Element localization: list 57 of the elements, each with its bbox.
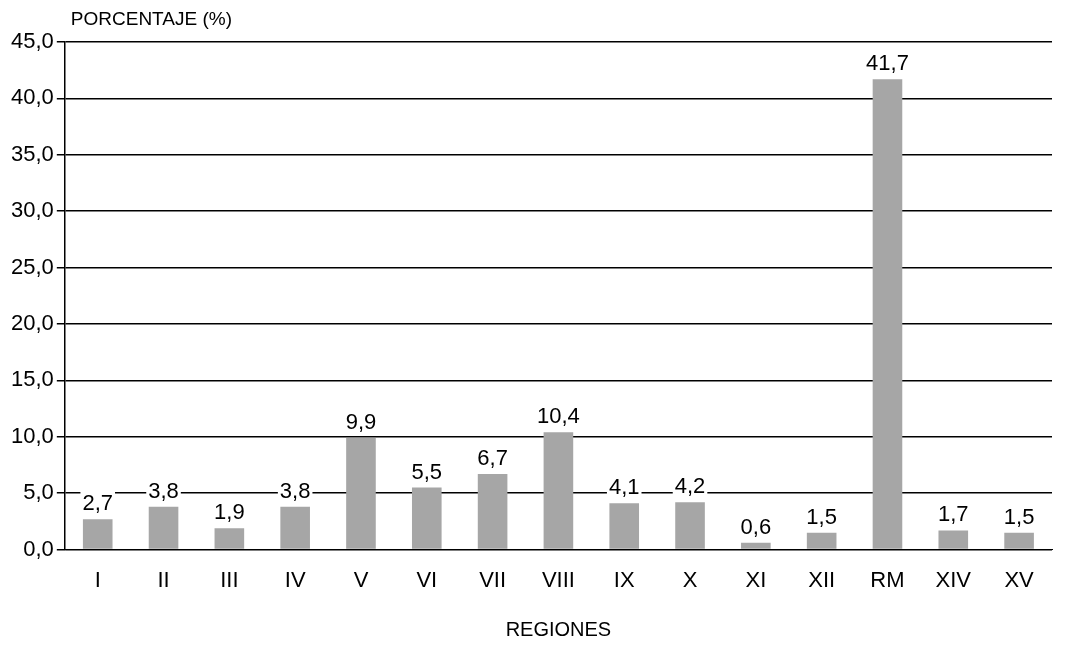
bar bbox=[609, 503, 640, 549]
y-tick-label: 30,0 bbox=[10, 197, 54, 223]
bar bbox=[477, 474, 508, 549]
data-label: 4,1 bbox=[608, 474, 640, 500]
x-tick-label: XI bbox=[745, 566, 767, 592]
data-label: 3,8 bbox=[279, 477, 311, 503]
x-tick-label: XV bbox=[1004, 566, 1035, 592]
data-label: 1,9 bbox=[214, 499, 245, 525]
data-label: 1,5 bbox=[1003, 503, 1035, 529]
x-tick-label: I bbox=[94, 566, 101, 592]
y-tick-label: 25,0 bbox=[10, 253, 54, 279]
x-tick-label: VII bbox=[479, 566, 507, 592]
bar bbox=[741, 542, 771, 549]
data-label: 2,7 bbox=[82, 490, 114, 516]
data-label: 5,5 bbox=[411, 458, 443, 484]
x-tick-label: IV bbox=[284, 566, 306, 592]
x-tick-label: X bbox=[682, 566, 698, 592]
bar bbox=[872, 79, 903, 549]
y-tick-label: 15,0 bbox=[10, 366, 54, 392]
bar bbox=[938, 530, 969, 549]
bar bbox=[82, 519, 113, 549]
x-tick-label: IX bbox=[613, 566, 635, 592]
y-tick-label: 5,0 bbox=[23, 479, 54, 505]
bar bbox=[346, 437, 376, 549]
data-label: 41,7 bbox=[866, 50, 909, 76]
y-tick-label: 20,0 bbox=[10, 310, 54, 336]
y-tick-label: 40,0 bbox=[10, 84, 54, 110]
y-tick-label: 10,0 bbox=[10, 422, 54, 448]
bar bbox=[214, 528, 245, 549]
x-tick-label: II bbox=[157, 566, 170, 592]
data-label: 1,7 bbox=[937, 501, 969, 527]
x-tick-label: V bbox=[353, 566, 369, 592]
x-tick-label: VI bbox=[416, 566, 438, 592]
y-tick-label: 0,0 bbox=[23, 535, 54, 561]
data-label: 1,5 bbox=[806, 503, 837, 529]
data-label: 6,7 bbox=[477, 445, 508, 471]
x-tick-label: VIII bbox=[541, 566, 575, 592]
x-axis-title: REGIONES bbox=[505, 617, 612, 640]
data-label: 9,9 bbox=[345, 408, 377, 434]
x-tick-label: XII bbox=[808, 566, 836, 592]
data-label: 4,2 bbox=[674, 473, 706, 499]
bar bbox=[543, 432, 574, 549]
x-tick-label: III bbox=[220, 566, 239, 592]
y-tick-label: 35,0 bbox=[10, 140, 54, 166]
x-tick-label: XIV bbox=[935, 566, 972, 592]
x-tick-label: RM bbox=[870, 566, 905, 592]
y-axis-title: PORCENTAJE (%) bbox=[70, 7, 232, 29]
bar bbox=[1004, 532, 1034, 549]
y-tick-label: 45,0 bbox=[10, 28, 54, 54]
data-label: 3,8 bbox=[148, 477, 179, 503]
bar bbox=[280, 506, 310, 549]
data-label: 0,6 bbox=[740, 513, 772, 539]
bar bbox=[148, 506, 179, 549]
bar bbox=[411, 487, 442, 549]
bar bbox=[675, 502, 705, 549]
bar bbox=[806, 532, 837, 549]
data-label: 10,4 bbox=[537, 403, 580, 429]
